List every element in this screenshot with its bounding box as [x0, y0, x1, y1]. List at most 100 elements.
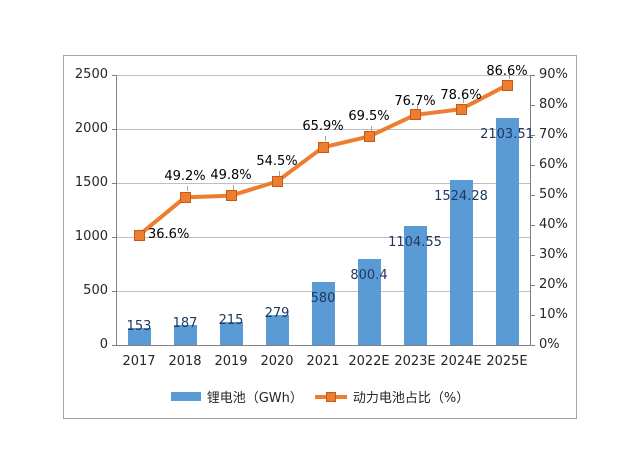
y-right-tick-label: 20% [539, 277, 568, 292]
left-axis-line [116, 75, 117, 345]
line-marker [410, 109, 421, 120]
line-value-label: 49.8% [210, 168, 252, 183]
y-right-tick-label: 70% [539, 127, 568, 142]
left-axis-tick [112, 291, 116, 292]
legend-line-marker-icon [325, 391, 336, 402]
right-axis-tick [531, 315, 535, 316]
left-axis-tick [112, 345, 116, 346]
right-axis-tick [531, 105, 535, 106]
y-right-tick-label: 40% [539, 217, 568, 232]
line-marker [226, 190, 237, 201]
x-tick-label: 2025E [486, 354, 528, 369]
right-axis-tick [531, 75, 535, 76]
right-axis-tick [531, 255, 535, 256]
bar-value-label: 580 [310, 291, 336, 306]
line-value-label: 65.9% [302, 119, 344, 134]
y-left-tick-label: 2000 [74, 121, 108, 136]
line-value-label: 76.7% [394, 94, 436, 109]
label-leader-tick [325, 136, 326, 141]
bar-2025E [496, 118, 519, 345]
bar-value-label: 153 [126, 319, 152, 334]
x-tick-label: 2021 [306, 354, 340, 369]
left-axis-tick [112, 129, 116, 130]
line-marker [364, 131, 375, 142]
x-axis-line [116, 345, 531, 346]
left-axis-tick [112, 183, 116, 184]
legend-item-share: 动力电池占比（%） [314, 387, 470, 406]
legend-bar-swatch-icon [170, 392, 201, 401]
y-left-tick-label: 1000 [74, 229, 108, 244]
x-tick-label: 2018 [168, 354, 202, 369]
x-tick-label: 2017 [122, 354, 156, 369]
bar-2020 [266, 315, 289, 345]
left-axis-tick [112, 237, 116, 238]
y-right-tick-label: 60% [539, 157, 568, 172]
bar-2022E [358, 259, 381, 345]
y-left-tick-label: 0 [99, 337, 108, 352]
line-marker [272, 176, 283, 187]
bar-2023E [404, 226, 427, 345]
x-tick-label: 2023E [394, 354, 436, 369]
line-value-label: 36.6% [148, 227, 190, 242]
right-axis-tick [531, 285, 535, 286]
label-leader-tick [279, 171, 280, 176]
label-leader-tick [371, 126, 372, 131]
label-leader-tick [233, 185, 234, 190]
y-left-tick-label: 1500 [74, 175, 108, 190]
label-leader-tick [187, 186, 188, 191]
bar-value-label: 279 [264, 306, 290, 321]
grid-line [116, 237, 530, 238]
bar-2021 [312, 282, 335, 345]
bar-2024E [450, 180, 473, 345]
y-left-tick-label: 2500 [74, 67, 108, 82]
grid-line [116, 75, 530, 76]
bar-value-label: 1104.55 [388, 235, 442, 250]
bar-value-label: 187 [172, 316, 198, 331]
y-left-tick-label: 500 [83, 283, 108, 298]
left-axis-tick [112, 75, 116, 76]
y-right-tick-label: 30% [539, 247, 568, 262]
bar-value-label: 2103.51 [480, 127, 534, 142]
label-leader-tick [509, 74, 510, 79]
y-right-tick-label: 90% [539, 67, 568, 82]
line-value-label: 86.6% [486, 64, 528, 79]
label-leader-tick [463, 98, 464, 103]
right-axis-tick [531, 225, 535, 226]
bar-value-label: 1524.28 [434, 189, 488, 204]
line-value-label: 78.6% [440, 88, 482, 103]
line-value-label: 69.5% [348, 109, 390, 124]
line-marker [318, 142, 329, 153]
bar-value-label: 800.4 [350, 268, 388, 283]
line-marker [456, 104, 467, 115]
legend: 锂电池（GWh） 动力电池占比（%） [64, 387, 576, 406]
plot-area: 0 500 1000 1500 2000 2500 0% 10% 20% 30% 40% 50% 60%… [64, 56, 578, 420]
right-axis-tick [531, 135, 535, 136]
bar-2017 [128, 328, 151, 345]
right-axis-tick [531, 345, 535, 346]
bar-2019 [220, 322, 243, 345]
bar-value-label: 215 [218, 313, 244, 328]
legend-item-battery: 锂电池（GWh） [170, 387, 303, 406]
x-tick-label: 2022E [348, 354, 390, 369]
right-axis-line [530, 75, 531, 345]
chart-frame: 0 500 1000 1500 2000 2500 0% 10% 20% 30% 40% 50% 60%… [63, 55, 577, 419]
legend-bar-label: 锂电池（GWh） [206, 391, 303, 406]
line-value-label: 54.5% [256, 154, 298, 169]
label-leader-tick [417, 104, 418, 109]
legend-line-swatch-icon [314, 391, 347, 403]
line-marker [502, 80, 513, 91]
legend-line-label: 动力电池占比（%） [352, 391, 470, 406]
y-right-tick-label: 50% [539, 187, 568, 202]
y-right-tick-label: 10% [539, 307, 568, 322]
x-tick-label: 2019 [214, 354, 248, 369]
x-tick-label: 2020 [260, 354, 294, 369]
bar-2018 [174, 325, 197, 345]
line-marker [134, 230, 145, 241]
y-right-tick-label: 80% [539, 97, 568, 112]
line-marker [180, 192, 191, 203]
x-tick-label: 2024E [440, 354, 482, 369]
right-axis-tick [531, 165, 535, 166]
right-axis-tick [531, 195, 535, 196]
y-right-tick-label: 0% [539, 337, 560, 352]
line-value-label: 49.2% [164, 169, 206, 184]
